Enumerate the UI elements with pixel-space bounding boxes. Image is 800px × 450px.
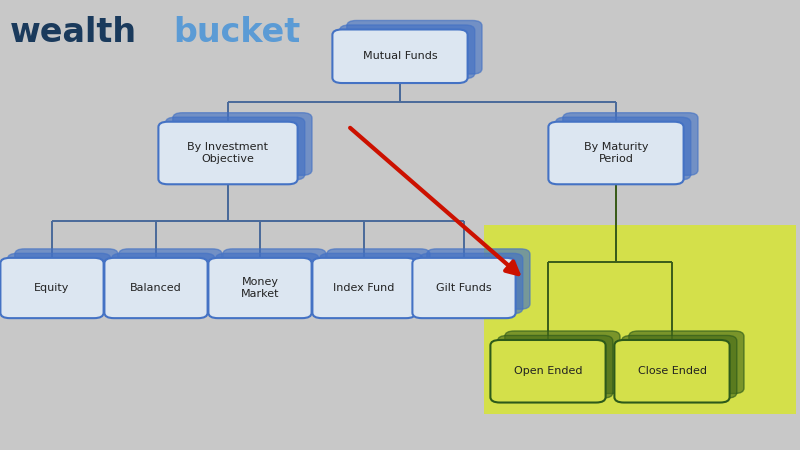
FancyBboxPatch shape — [427, 249, 530, 309]
FancyBboxPatch shape — [173, 112, 312, 175]
FancyBboxPatch shape — [555, 117, 690, 180]
FancyBboxPatch shape — [629, 331, 744, 393]
FancyBboxPatch shape — [614, 340, 730, 402]
FancyBboxPatch shape — [490, 340, 606, 402]
Text: wealth: wealth — [10, 16, 137, 49]
FancyBboxPatch shape — [1, 258, 104, 318]
FancyBboxPatch shape — [166, 117, 305, 180]
FancyBboxPatch shape — [562, 112, 698, 175]
Text: Index Fund: Index Fund — [334, 283, 394, 293]
FancyBboxPatch shape — [216, 253, 318, 314]
FancyBboxPatch shape — [339, 25, 474, 78]
Text: Mutual Funds: Mutual Funds — [362, 51, 438, 61]
Text: Close Ended: Close Ended — [638, 366, 706, 376]
FancyBboxPatch shape — [8, 253, 110, 314]
Text: Gilt Funds: Gilt Funds — [436, 283, 492, 293]
FancyBboxPatch shape — [347, 20, 482, 74]
Text: By Investment
Objective: By Investment Objective — [187, 142, 269, 164]
FancyBboxPatch shape — [112, 253, 214, 314]
FancyBboxPatch shape — [327, 249, 430, 309]
FancyBboxPatch shape — [15, 249, 118, 309]
FancyBboxPatch shape — [413, 258, 516, 318]
FancyBboxPatch shape — [222, 249, 326, 309]
FancyBboxPatch shape — [484, 225, 796, 414]
FancyBboxPatch shape — [333, 30, 467, 83]
FancyBboxPatch shape — [549, 122, 683, 184]
FancyBboxPatch shape — [498, 336, 613, 398]
FancyBboxPatch shape — [313, 258, 416, 318]
Text: Money
Market: Money Market — [241, 277, 279, 299]
FancyBboxPatch shape — [320, 253, 422, 314]
Text: By Maturity
Period: By Maturity Period — [584, 142, 648, 164]
Text: Equity: Equity — [34, 283, 70, 293]
FancyBboxPatch shape — [419, 253, 523, 314]
Text: Balanced: Balanced — [130, 283, 182, 293]
FancyBboxPatch shape — [208, 258, 312, 318]
FancyBboxPatch shape — [158, 122, 298, 184]
Text: bucket: bucket — [174, 16, 301, 49]
FancyBboxPatch shape — [505, 331, 620, 393]
FancyBboxPatch shape — [118, 249, 222, 309]
FancyBboxPatch shape — [104, 258, 208, 318]
Text: Open Ended: Open Ended — [514, 366, 582, 376]
FancyBboxPatch shape — [622, 336, 737, 398]
